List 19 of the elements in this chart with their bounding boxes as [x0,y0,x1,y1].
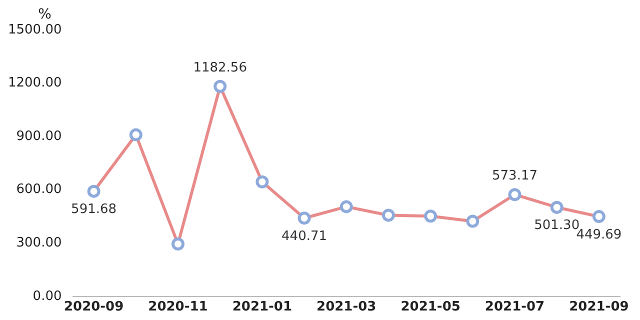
y-tick-label: 900.00 [16,128,62,144]
data-label: 591.68 [71,202,117,218]
x-tick-label: 2020-09 [64,300,124,315]
x-tick-label: 2020-11 [148,300,208,315]
x-tick-label: 2021-07 [484,300,545,315]
x-tick-label: 2021-01 [232,300,292,315]
y-tick-label: 0.00 [32,288,62,304]
x-tick-label: 2021-03 [316,300,376,315]
y-tick-label: 600.00 [16,182,62,198]
data-label: 440.71 [282,229,328,244]
data-label: 449.69 [576,227,622,242]
data-label: 1182.56 [193,60,247,76]
data-label: 573.17 [492,168,538,184]
y-tick-label: 1200.00 [8,76,62,91]
x-tick-label: 2021-09 [569,300,629,315]
y-tick-label: 300.00 [16,235,62,250]
y-axis-title: % [38,6,52,23]
y-tick-label: 1500.00 [8,22,62,38]
x-tick-label: 2021-05 [400,300,460,315]
